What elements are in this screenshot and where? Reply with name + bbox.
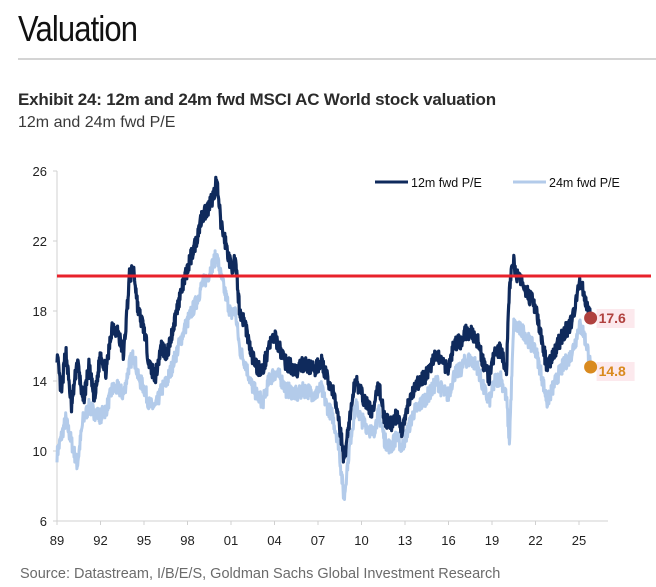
pe-chart: 6 10 14 18 22 26 89 92 95 98 01 04 07 10 13 16 19 22 25 12… bbox=[33, 164, 651, 548]
x-tick-label: 92 bbox=[93, 533, 107, 548]
end-marker-12m bbox=[584, 311, 598, 325]
end-label-bg bbox=[596, 362, 635, 381]
exhibit-subtitle: 12m and 24m fwd P/E bbox=[18, 114, 176, 131]
end-marker-24m bbox=[584, 360, 598, 374]
x-tick-label: 01 bbox=[224, 533, 238, 548]
end-labels: 17.6 14.8 bbox=[584, 309, 635, 381]
y-tick-label: 6 bbox=[40, 514, 47, 529]
legend: 12m fwd P/E 24m fwd P/E bbox=[375, 176, 620, 190]
x-tick-label: 19 bbox=[485, 533, 499, 548]
series-line bbox=[55, 249, 593, 501]
x-tick-label: 04 bbox=[267, 533, 281, 548]
x-tick-label: 98 bbox=[180, 533, 194, 548]
end-label-24m: 14.8 bbox=[599, 363, 626, 379]
x-tick-label: 95 bbox=[137, 533, 151, 548]
x-tick-label: 22 bbox=[528, 533, 542, 548]
y-tick-label: 14 bbox=[33, 374, 47, 389]
legend-label-12m: 12m fwd P/E bbox=[411, 176, 482, 190]
axes: 6 10 14 18 22 26 89 92 95 98 01 04 07 10 13 16 19 22 25 bbox=[33, 164, 608, 548]
title-divider bbox=[18, 58, 656, 60]
x-tick-label: 25 bbox=[572, 533, 586, 548]
section-title: Valuation bbox=[18, 8, 138, 49]
exhibit-title: Exhibit 24: 12m and 24m fwd MSCI AC Worl… bbox=[18, 90, 496, 109]
series-12m-fwd-pe bbox=[55, 175, 593, 464]
end-label-bg bbox=[596, 309, 635, 328]
series-line bbox=[55, 175, 593, 464]
x-tick-label: 13 bbox=[398, 533, 412, 548]
source-note: Source: Datastream, I/B/E/S, Goldman Sac… bbox=[20, 566, 501, 582]
x-tick-label: 89 bbox=[50, 533, 64, 548]
y-tick-label: 18 bbox=[33, 304, 47, 319]
y-tick-label: 26 bbox=[33, 164, 47, 179]
y-tick-label: 22 bbox=[33, 234, 47, 249]
x-tick-label: 16 bbox=[441, 533, 455, 548]
x-tick-label: 07 bbox=[311, 533, 325, 548]
legend-label-24m: 24m fwd P/E bbox=[549, 176, 620, 190]
series-24m-fwd-pe bbox=[55, 249, 593, 501]
y-tick-label: 10 bbox=[33, 444, 47, 459]
x-tick-label: 10 bbox=[354, 533, 368, 548]
end-label-12m: 17.6 bbox=[599, 310, 626, 326]
